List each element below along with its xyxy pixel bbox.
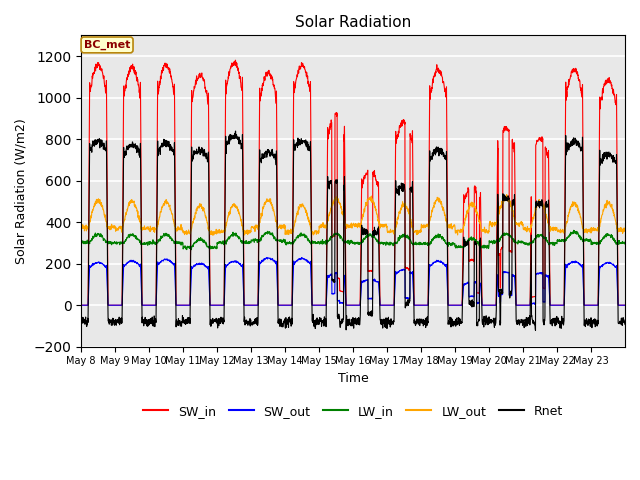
LW_out	[614, 228, 621, 234]
Line: LW_out: LW_out	[81, 195, 625, 235]
Line: Rnet: Rnet	[81, 131, 625, 330]
SW_out	[614, 286, 621, 292]
SW_out	[548, 302, 556, 308]
LW_out	[77, 226, 85, 231]
SW_in	[548, 302, 556, 308]
Rnet	[517, 320, 525, 325]
Line: SW_in: SW_in	[81, 60, 625, 305]
SW_in	[77, 302, 85, 308]
SW_out	[298, 255, 305, 261]
LW_in	[132, 233, 140, 239]
LW_out	[249, 225, 257, 230]
SW_out	[386, 302, 394, 308]
LW_out	[503, 192, 511, 198]
LW_in	[517, 239, 525, 245]
SW_out	[621, 302, 629, 308]
LW_out	[132, 202, 140, 208]
LW_out	[517, 219, 525, 225]
Rnet	[548, 317, 556, 323]
Legend: SW_in, SW_out, LW_in, LW_out, Rnet: SW_in, SW_out, LW_in, LW_out, Rnet	[138, 400, 568, 423]
SW_in	[621, 302, 629, 308]
Rnet	[386, 319, 394, 325]
LW_out	[548, 226, 556, 231]
LW_in	[188, 247, 195, 252]
SW_in	[614, 219, 621, 225]
SW_in	[232, 57, 239, 63]
SW_out	[249, 302, 257, 308]
SW_in	[249, 302, 257, 308]
SW_out	[77, 302, 85, 308]
SW_out	[517, 302, 525, 308]
LW_in	[621, 240, 629, 246]
SW_in	[132, 72, 140, 78]
Rnet	[614, 269, 621, 275]
Line: SW_out: SW_out	[81, 258, 625, 305]
Title: Solar Radiation: Solar Radiation	[295, 15, 412, 30]
Rnet	[532, 327, 540, 333]
SW_in	[517, 302, 525, 308]
LW_out	[386, 229, 394, 235]
LW_out	[621, 228, 629, 233]
Rnet	[77, 321, 85, 326]
SW_in	[386, 302, 394, 308]
Rnet	[249, 321, 257, 327]
SW_out	[132, 260, 140, 265]
Rnet	[621, 322, 629, 327]
LW_in	[614, 238, 621, 244]
LW_in	[249, 237, 257, 242]
LW_in	[548, 241, 556, 247]
X-axis label: Time: Time	[338, 372, 369, 385]
Rnet	[232, 128, 239, 134]
LW_in	[77, 239, 85, 245]
Line: LW_in: LW_in	[81, 230, 625, 250]
LW_in	[570, 228, 577, 233]
Y-axis label: Solar Radiation (W/m2): Solar Radiation (W/m2)	[15, 118, 28, 264]
Rnet	[132, 146, 140, 152]
LW_in	[386, 242, 394, 248]
Text: BC_met: BC_met	[84, 40, 131, 50]
LW_out	[209, 232, 216, 238]
